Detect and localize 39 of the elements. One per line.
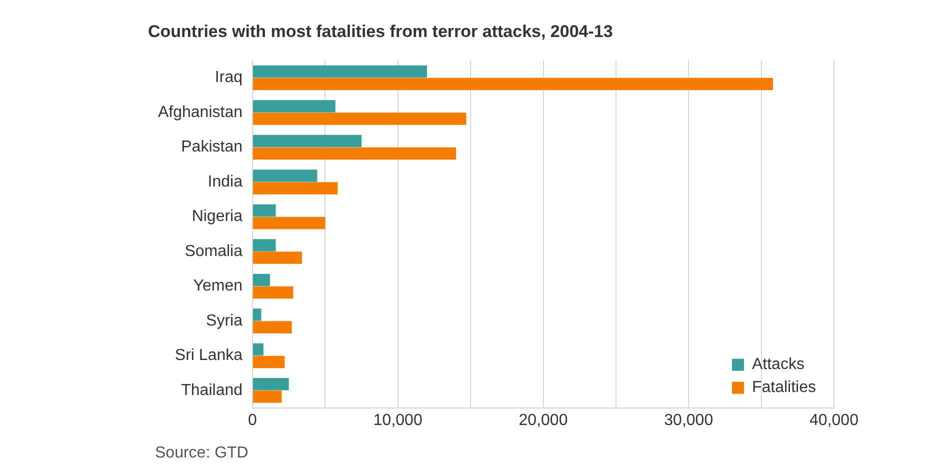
x-tick-label: 20,000 [518, 412, 568, 429]
bar [253, 216, 326, 230]
bar [253, 170, 318, 182]
legend-label: Attacks [752, 356, 804, 374]
y-tick-label: Thailand [181, 382, 243, 399]
source-note: Source: GTD [155, 444, 248, 462]
bar [253, 286, 294, 299]
chart-title: Countries with most fatalities from terror attacks, 2004-13 [148, 22, 613, 41]
bar [253, 274, 270, 286]
bar [253, 356, 284, 368]
legend-label: Fatalities [752, 379, 816, 396]
bar [253, 100, 336, 112]
bar [253, 112, 466, 125]
bar [253, 343, 264, 356]
bar [253, 147, 456, 160]
x-tick-label: 10,000 [373, 412, 422, 429]
bar [253, 134, 362, 148]
y-tick-label: Pakistan [181, 138, 243, 156]
bar [253, 378, 289, 390]
y-tick-label: Syria [206, 312, 243, 330]
x-tick-label: 30,000 [664, 412, 714, 429]
bar [253, 390, 282, 403]
y-tick-label: Afghanistan [158, 104, 243, 121]
bar [253, 308, 262, 321]
y-tick-label: Yemen [193, 278, 243, 295]
bar [253, 239, 276, 252]
y-tick-label: India [208, 173, 243, 190]
bar [253, 204, 276, 217]
bar [253, 182, 338, 194]
bar [253, 65, 427, 78]
y-tick-label: Iraq [214, 69, 243, 86]
x-tick-label: 0 [248, 412, 258, 429]
y-tick-label: Somalia [184, 242, 243, 260]
y-tick-label: Nigeria [192, 208, 243, 226]
bar [253, 78, 773, 90]
bar [253, 321, 292, 334]
bar [253, 252, 302, 264]
y-tick-label: Sri Lanka [174, 347, 243, 364]
x-tick-label: 40,000 [810, 412, 859, 429]
